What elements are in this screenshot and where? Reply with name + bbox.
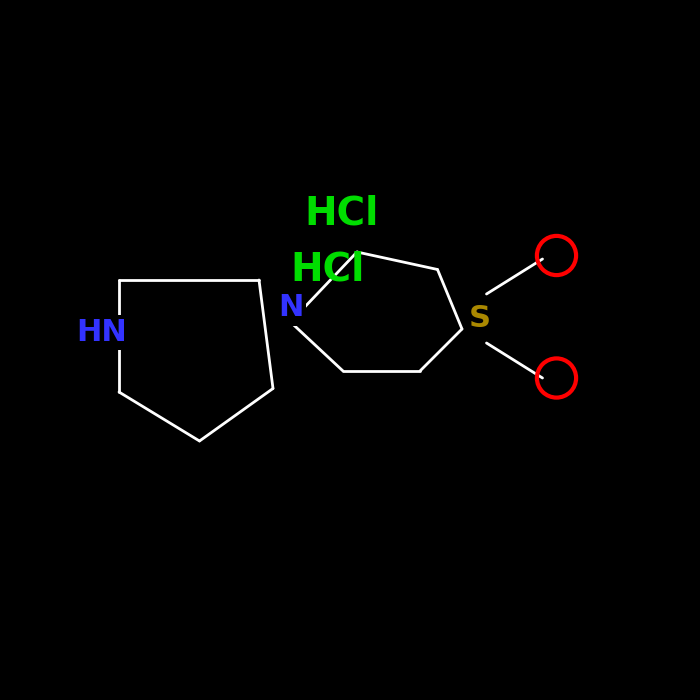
Text: S: S (468, 304, 491, 333)
Text: HCl: HCl (304, 195, 379, 232)
Text: N: N (278, 293, 303, 323)
Text: HN: HN (76, 318, 127, 347)
Text: HCl: HCl (290, 251, 365, 288)
